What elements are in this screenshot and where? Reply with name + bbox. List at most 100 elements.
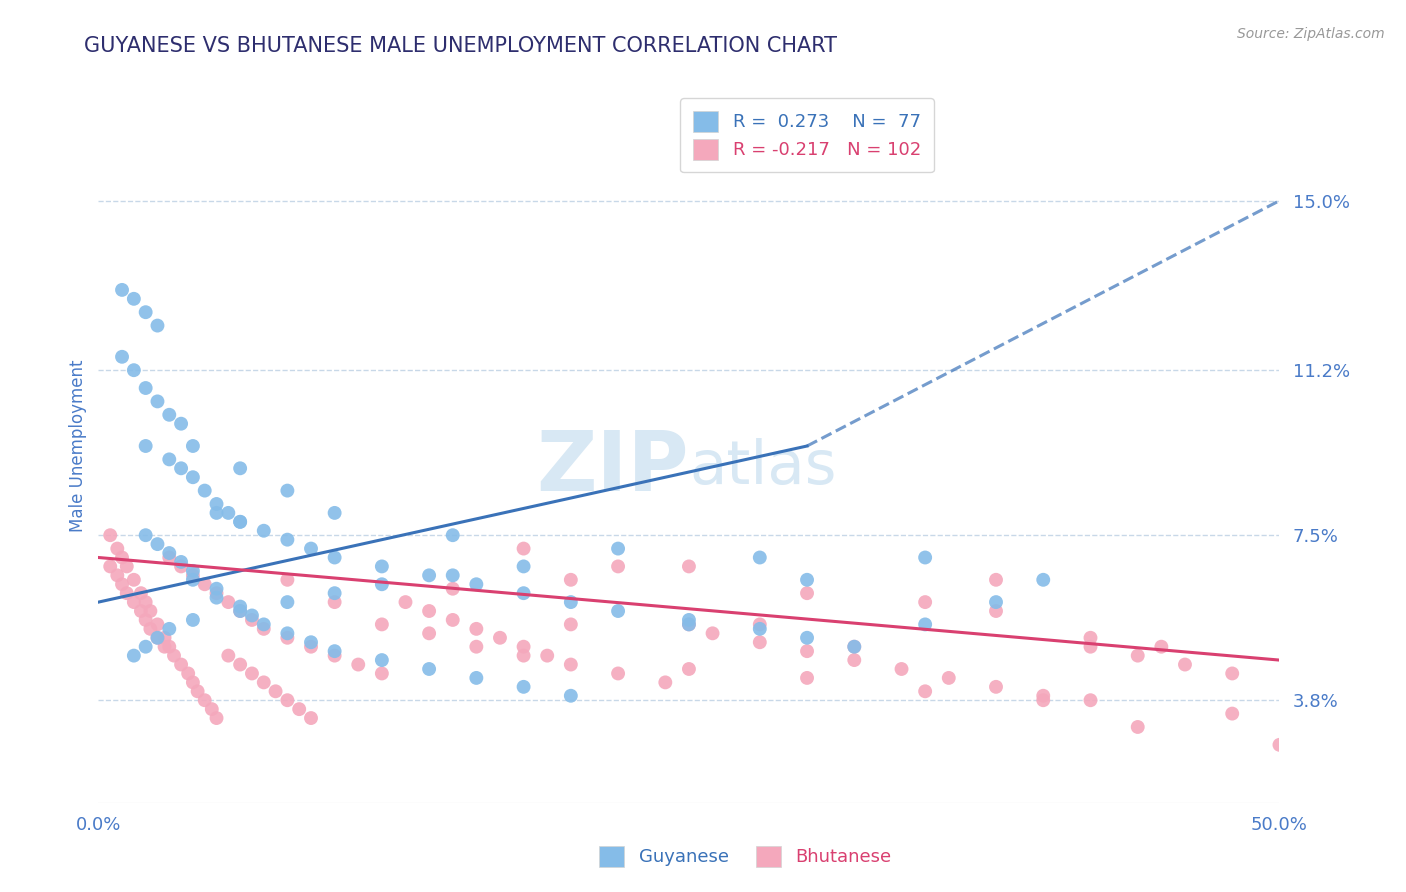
Point — [181, 568, 204, 582]
Point — [418, 662, 440, 676]
Text: ZIP: ZIP — [537, 427, 689, 508]
Point — [984, 595, 1007, 609]
Point — [217, 506, 239, 520]
Point — [299, 711, 322, 725]
Point — [98, 528, 121, 542]
Point — [240, 666, 263, 681]
Point — [1174, 657, 1197, 672]
Point — [229, 515, 252, 529]
Point — [914, 550, 936, 565]
Y-axis label: Male Unemployment: Male Unemployment — [69, 359, 87, 533]
Point — [1150, 640, 1173, 654]
Point — [122, 595, 145, 609]
Text: GUYANESE VS BHUTANESE MALE UNEMPLOYMENT CORRELATION CHART: GUYANESE VS BHUTANESE MALE UNEMPLOYMENT … — [84, 36, 838, 55]
Point — [276, 693, 298, 707]
Point — [512, 648, 534, 663]
Point — [181, 470, 204, 484]
Point — [465, 640, 488, 654]
Point — [748, 622, 770, 636]
Point — [229, 599, 252, 614]
Point — [844, 653, 866, 667]
Point — [1268, 738, 1291, 752]
Point — [560, 595, 582, 609]
Point — [146, 318, 169, 333]
Point — [288, 702, 311, 716]
Point — [205, 591, 228, 605]
Point — [914, 595, 936, 609]
Point — [181, 573, 204, 587]
Point — [276, 631, 298, 645]
Point — [347, 657, 370, 672]
Point — [299, 541, 322, 556]
Point — [276, 595, 298, 609]
Point — [217, 648, 239, 663]
Point — [560, 573, 582, 587]
Point — [607, 559, 630, 574]
Point — [914, 684, 936, 698]
Point — [253, 675, 276, 690]
Point — [560, 657, 582, 672]
Legend: Guyanese, Bhutanese: Guyanese, Bhutanese — [592, 838, 898, 874]
Point — [512, 541, 534, 556]
Point — [560, 617, 582, 632]
Point — [170, 559, 193, 574]
Point — [194, 483, 217, 498]
Point — [181, 564, 204, 578]
Point — [276, 626, 298, 640]
Point — [489, 631, 512, 645]
Point — [139, 622, 162, 636]
Point — [1032, 573, 1054, 587]
Point — [678, 613, 700, 627]
Point — [111, 350, 134, 364]
Point — [371, 617, 394, 632]
Point — [607, 666, 630, 681]
Point — [276, 533, 298, 547]
Point — [229, 604, 252, 618]
Point — [1032, 689, 1054, 703]
Point — [748, 635, 770, 649]
Point — [115, 586, 138, 600]
Point — [157, 546, 180, 560]
Point — [181, 613, 204, 627]
Point — [135, 640, 157, 654]
Point — [1126, 720, 1149, 734]
Point — [323, 506, 346, 520]
Point — [135, 528, 157, 542]
Point — [105, 541, 128, 556]
Point — [229, 657, 252, 672]
Point — [157, 408, 180, 422]
Point — [984, 680, 1007, 694]
Text: atlas: atlas — [689, 438, 837, 497]
Point — [1032, 693, 1054, 707]
Point — [135, 439, 157, 453]
Point — [276, 483, 298, 498]
Point — [441, 528, 464, 542]
Point — [418, 626, 440, 640]
Point — [418, 604, 440, 618]
Point — [146, 537, 169, 551]
Point — [170, 417, 193, 431]
Point — [157, 622, 180, 636]
Point — [187, 684, 209, 698]
Point — [253, 622, 276, 636]
Point — [1126, 648, 1149, 663]
Point — [890, 662, 912, 676]
Point — [796, 644, 818, 658]
Point — [914, 617, 936, 632]
Point — [512, 640, 534, 654]
Point — [205, 582, 228, 596]
Point — [796, 573, 818, 587]
Point — [796, 671, 818, 685]
Point — [205, 497, 228, 511]
Point — [678, 559, 700, 574]
Point — [122, 292, 145, 306]
Point — [512, 559, 534, 574]
Point — [678, 662, 700, 676]
Point — [181, 675, 204, 690]
Point — [984, 573, 1007, 587]
Point — [146, 394, 169, 409]
Point — [678, 617, 700, 632]
Point — [217, 595, 239, 609]
Point — [157, 452, 180, 467]
Point — [264, 684, 287, 698]
